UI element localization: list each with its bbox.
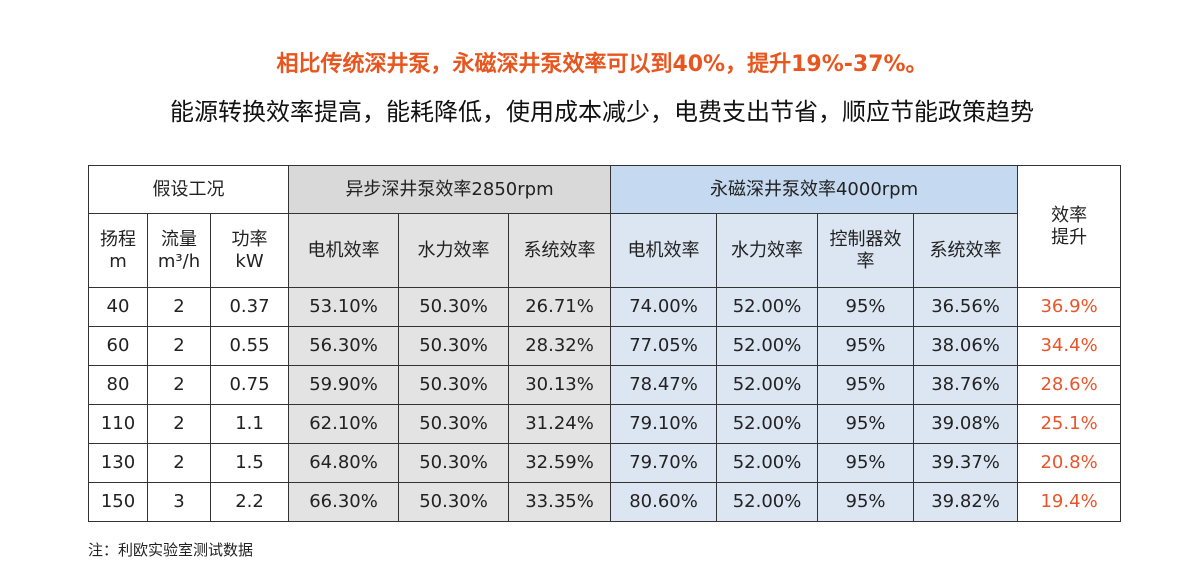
table-cell: 永磁深井泵效率4000rpm [610,165,1019,214]
table-cell: 2 [147,287,211,327]
table-row: 假设工况 异步深井泵效率2850rpm 永磁深井泵效率4000rpm 效率 提升 [87,165,1122,288]
table-row: 40 2 0.37 53.10% 50.30% 26.71% 74.00% 52.00% 95%… [88,287,1122,327]
table-cell: 77.05% [610,326,718,366]
title: 相比传统深井泵，永磁深井泵效率可以到40%，提升19%-37%。 [276,52,928,77]
table-cell: 39.08% [913,404,1019,444]
table-cell: 2 [147,326,211,366]
table-cell: 38.06% [913,326,1019,366]
table-cell: 34.4% [1017,326,1122,366]
table-cell: 95% [817,326,915,366]
table-row: 扬程 m 流量 m³/h 功率 kW 电机效率 水力效率 系统效率 电机效率 水力效率 控制器效… [88,213,1121,288]
table-cell: 80.60% [610,482,718,522]
table-cell: 66.30% [288,482,400,522]
table-cell: 19.4% [1017,482,1122,522]
table-cell: 52.00% [716,365,819,405]
table-cell: 31.24% [508,404,612,444]
table-row: 150 3 2.2 66.30% 50.30% 33.35% 80.60% 52.00% 95%… [88,482,1122,522]
table-cell: 扬程 m [88,213,148,288]
table-cell: 2 [147,404,211,444]
table-cell: 39.82% [913,482,1019,522]
table-cell: 78.47% [610,365,718,405]
table-cell: 130 [88,443,148,483]
table-cell: 52.00% [716,326,819,366]
table-cell: 79.10% [610,404,718,444]
table-cell: 0.75 [209,365,290,405]
table-cell: 2 [147,443,211,483]
table-cell: 控制器效 率 [817,213,915,288]
table-cell: 52.00% [716,287,819,327]
table-cell: 2 [147,365,211,405]
table-cell: 流量 m³/h [147,213,211,288]
table-cell: 50.30% [398,443,510,483]
table-cell: 32.59% [508,443,612,483]
table-cell: 26.71% [508,287,612,327]
table-cell: 40 [88,287,148,327]
table-cell: 水力效率 [398,213,510,288]
table-cell: 3 [147,482,211,522]
table-cell: 95% [817,443,915,483]
table-cell: 33.35% [508,482,612,522]
table-cell: 1.5 [209,443,290,483]
table-cell: 功率 kW [209,213,290,288]
table-cell: 异步深井泵效率2850rpm [288,165,612,214]
table-cell: 150 [88,482,148,522]
table-row: 130 2 1.5 64.80% 50.30% 32.59% 79.70% 52.00% 95%… [88,443,1122,483]
table-cell: 74.00% [610,287,718,327]
table-cell: 50.30% [398,365,510,405]
table-cell: 电机效率 [288,213,400,288]
table-cell: 62.10% [288,404,400,444]
table-cell: 52.00% [716,482,819,522]
table-cell: 假设工况 [87,165,290,214]
table-cell: 53.10% [288,287,400,327]
table-cell: 38.76% [913,365,1019,405]
table-cell: 系统效率 [913,213,1019,288]
table-cell: 79.70% [610,443,718,483]
table-cell: 95% [817,365,915,405]
table-cell: 59.90% [288,365,400,405]
table-cell: 28.32% [508,326,612,366]
table-cell: 2.2 [209,482,290,522]
table-cell: 28.6% [1017,365,1122,405]
table-cell: 60 [88,326,148,366]
table-row: 60 2 0.55 56.30% 50.30% 28.32% 77.05% 52.00% 95%… [88,326,1122,366]
table-row: 110 2 1.1 62.10% 50.30% 31.24% 79.10% 52.00% 95%… [88,404,1122,444]
table-cell: 95% [817,404,915,444]
table-cell: 50.30% [398,482,510,522]
table-cell: 电机效率 [610,213,718,288]
table-cell: 110 [88,404,148,444]
table-cell: 0.55 [209,326,290,366]
table-cell: 20.8% [1017,443,1122,483]
table-cell: 95% [817,287,915,327]
table-cell: 50.30% [398,287,510,327]
table-cell: 1.1 [209,404,290,444]
table-cell: 水力效率 [716,213,819,288]
efficiency-table: 假设工况 异步深井泵效率2850rpm 永磁深井泵效率4000rpm 效率 提升 扬程 … [87,165,1122,522]
table-cell: 36.56% [913,287,1019,327]
table-cell: 效率 提升 [1017,165,1122,288]
table-cell: 系统效率 [508,213,612,288]
table-cell: 56.30% [288,326,400,366]
table-cell: 52.00% [716,443,819,483]
table-cell: 64.80% [288,443,400,483]
subtitle: 能源转换效率提高，能耗降低，使用成本减少，电费支出节省，顺应节能政策趋势 [170,98,1034,126]
note: 注：利欧实验室测试数据 [88,541,254,559]
table-cell: 80 [88,365,148,405]
table-cell: 36.9% [1017,287,1122,327]
table-cell: 0.37 [209,287,290,327]
table-cell: 52.00% [716,404,819,444]
table-cell: 25.1% [1017,404,1122,444]
table-cell: 50.30% [398,326,510,366]
table-cell: 30.13% [508,365,612,405]
table-cell: 50.30% [398,404,510,444]
table-cell: 95% [817,482,915,522]
table-cell: 39.37% [913,443,1019,483]
table-row: 80 2 0.75 59.90% 50.30% 30.13% 78.47% 52.00% 95%… [88,365,1122,405]
